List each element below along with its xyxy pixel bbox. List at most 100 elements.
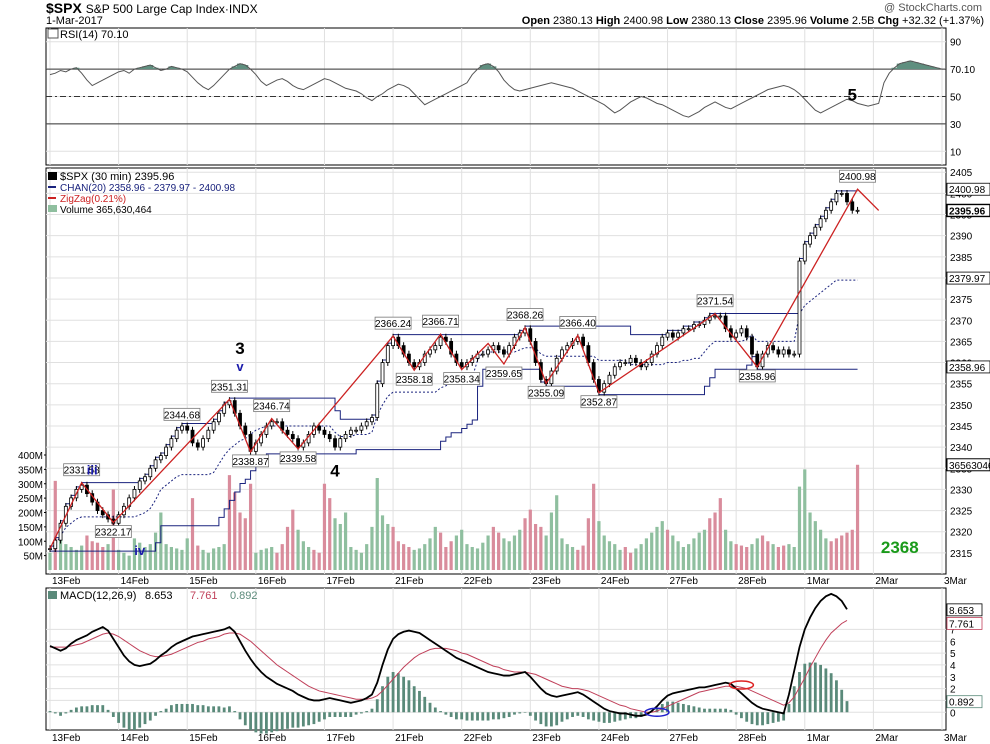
price-annotation: 2338.87 xyxy=(232,457,269,468)
price-annotation: 2366.24 xyxy=(375,319,412,330)
price-candle xyxy=(143,476,147,482)
x-axis-label: 23Feb xyxy=(532,733,561,744)
volume-bar xyxy=(217,547,221,570)
price-flag: 2395.96 xyxy=(949,206,986,217)
macd-hist-bar xyxy=(808,662,812,713)
macd-hist-bar xyxy=(718,708,722,713)
price-legend: $SPX (30 min) 2395.96 xyxy=(60,171,174,183)
ohlc-readout: Open 2380.13 High 2400.98 Low 2380.13 Cl… xyxy=(522,15,984,27)
price-annotation: 2358.34 xyxy=(444,375,481,386)
volume-bar xyxy=(196,545,200,570)
macd-legend-name: MACD(12,26,9) xyxy=(60,590,136,602)
price-tick-label: 2405 xyxy=(950,168,973,179)
volume-bar xyxy=(792,547,796,570)
macd-hist-bar xyxy=(381,686,384,713)
volume-bar xyxy=(687,544,691,570)
price-annotation: 2346.74 xyxy=(254,402,291,413)
volume-bar xyxy=(713,512,717,570)
volume-bar xyxy=(227,475,232,570)
price-tick-label: 2350 xyxy=(950,401,973,412)
macd-hist-bar xyxy=(428,702,432,713)
macd-hist-bar xyxy=(734,712,738,715)
price-annotation: 2400.98 xyxy=(839,172,876,183)
macd-tick-label: 7 xyxy=(950,625,956,636)
volume-bar xyxy=(333,518,337,570)
price-tick-label: 2330 xyxy=(950,485,973,496)
volume-bar xyxy=(650,532,654,570)
macd-hist-bar xyxy=(48,711,52,713)
macd-hist-bar xyxy=(233,711,237,713)
x-axis-label: 27Feb xyxy=(670,733,699,744)
macd-hist-bar xyxy=(365,711,369,713)
price-annotation-box xyxy=(485,366,523,380)
volume-bar xyxy=(829,541,833,570)
volume-bar xyxy=(819,529,823,570)
x-axis-label: 22Feb xyxy=(464,733,493,744)
macd-hist-bar xyxy=(328,712,332,717)
price-flag: 2400.98 xyxy=(949,185,986,196)
volume-bar xyxy=(343,512,348,570)
wave-label: iv xyxy=(134,543,146,558)
price-annotation: 2351.31 xyxy=(211,382,248,393)
macd-tick-label: 3 xyxy=(950,673,956,684)
macd-hist-bar xyxy=(265,712,268,734)
x-axis-label: 24Feb xyxy=(601,733,630,744)
macd-hist-bar xyxy=(681,703,685,713)
price-candle xyxy=(53,539,58,550)
price-candle xyxy=(818,218,823,228)
price-candle xyxy=(317,425,322,431)
macd-hist-bar xyxy=(592,712,596,721)
volume-bar xyxy=(607,541,612,570)
volume-bar xyxy=(539,526,543,570)
macd-hist-bar xyxy=(286,712,289,729)
x-axis-label: 2Mar xyxy=(875,733,898,744)
price-candle xyxy=(343,434,348,440)
macd-hist-bar xyxy=(349,712,353,717)
price-candle xyxy=(855,209,860,212)
volume-bar xyxy=(391,526,395,570)
macd-hist-bar xyxy=(618,712,622,721)
price-tick-label: 2320 xyxy=(950,528,973,539)
price-candle xyxy=(433,345,438,351)
price-annotation: 2366.71 xyxy=(423,317,460,328)
volume-bar xyxy=(628,552,633,570)
price-candle xyxy=(370,417,374,423)
price-annotation: 2366.40 xyxy=(560,318,597,329)
zigzag-line xyxy=(49,188,880,549)
rsi-tick-label: 30 xyxy=(950,120,962,131)
volume-bar xyxy=(386,524,390,570)
rsi-line xyxy=(49,60,943,118)
x-axis-label: 3Mar xyxy=(944,733,967,744)
wave-label: 4 xyxy=(330,462,340,481)
price-candle xyxy=(850,201,855,211)
price-candle xyxy=(792,353,797,356)
symbol-text: $SPX xyxy=(46,0,82,16)
volume-bar xyxy=(586,518,590,570)
volume-value: 2.5B xyxy=(851,15,875,27)
price-candle xyxy=(459,362,464,368)
price-candle xyxy=(195,442,200,448)
macd-hist-bar xyxy=(407,680,411,713)
macd-legend-signal: 7.761 xyxy=(190,590,218,602)
x-axis-label: 28Feb xyxy=(738,733,767,744)
volume-bar xyxy=(692,538,696,570)
x-axis-label: 3Mar xyxy=(944,576,967,587)
macd-hist-bar xyxy=(201,705,205,713)
volume-bar xyxy=(460,529,464,570)
volume-bar xyxy=(74,549,78,570)
volume-bar xyxy=(106,544,110,570)
macd-hist-bar xyxy=(571,712,574,717)
macd-hist-bar xyxy=(845,701,849,713)
x-axis-label: 16Feb xyxy=(258,733,287,744)
volume-bar xyxy=(544,535,548,570)
macd-legend-icon xyxy=(48,591,57,599)
price-annotation: 2352.87 xyxy=(581,398,618,409)
volume-bar xyxy=(766,541,770,570)
volume-bar xyxy=(782,545,786,570)
x-axis-label: 22Feb xyxy=(464,576,493,587)
price-annotation-box xyxy=(443,372,481,385)
price-candle xyxy=(776,349,781,355)
price-candle xyxy=(348,429,353,435)
macd-hist-bar xyxy=(80,706,84,713)
price-candle xyxy=(290,434,295,440)
